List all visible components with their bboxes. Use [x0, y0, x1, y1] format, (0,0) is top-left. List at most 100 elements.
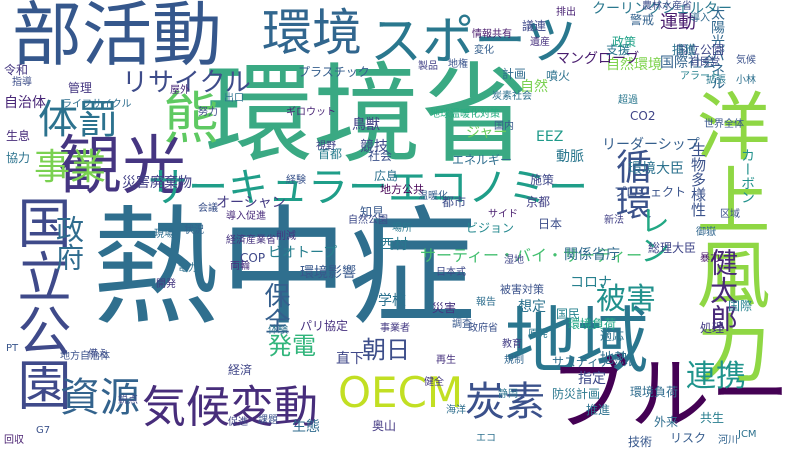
word-cloud-term: G7	[36, 425, 51, 436]
word-cloud-term: 拡張	[706, 75, 726, 86]
word-cloud-term: 導入	[690, 13, 710, 24]
word-cloud-term: 世界全体	[704, 119, 744, 130]
word-cloud-term: 暴力	[700, 253, 720, 264]
word-cloud-term: 教育	[502, 339, 522, 350]
word-cloud-term: 地方公共	[380, 183, 424, 196]
word-cloud-term: サーティー・バイ・サーティー	[420, 246, 643, 265]
word-cloud-term: オーシャン	[216, 195, 286, 211]
word-cloud-term: 地方自治体	[60, 351, 110, 362]
word-cloud-term: 西村	[380, 237, 408, 253]
word-cloud-term: 遺産	[530, 37, 550, 48]
word-cloud-term: 想定	[518, 299, 546, 315]
word-cloud-term: 課題	[258, 415, 278, 426]
word-cloud-term: 関係省庁	[564, 247, 620, 263]
word-cloud-term: クーリングシェルター	[592, 1, 732, 17]
word-cloud-term: 処理	[700, 321, 725, 335]
word-cloud-term: サーキュラーエコノミー	[148, 165, 588, 211]
word-cloud-term: 国立公園	[676, 43, 725, 57]
word-cloud-term: マングローブ	[556, 51, 640, 67]
word-cloud-term: 生態	[292, 419, 320, 435]
word-cloud-term: 地域	[505, 299, 650, 383]
word-cloud-term: 努力	[198, 107, 218, 118]
word-cloud-term: 削減	[276, 231, 296, 242]
word-cloud-term: 熊	[163, 87, 219, 152]
word-cloud-term: 鋭点	[118, 395, 138, 406]
word-cloud-term: 環境影響	[300, 265, 356, 281]
word-cloud-term: 規制	[504, 355, 524, 366]
word-cloud-term: 適応	[600, 329, 625, 343]
word-cloud-term: ジャー	[466, 125, 508, 141]
word-cloud-term: 会議	[198, 203, 218, 214]
word-cloud-term: 農林水産省	[642, 1, 692, 12]
word-cloud-term: 保全	[260, 282, 290, 334]
word-cloud-term: リスク	[670, 431, 707, 445]
word-cloud-term: 首都	[318, 147, 343, 161]
word-cloud-term: 指定	[578, 371, 606, 387]
word-cloud-term: 観光	[58, 130, 186, 204]
word-cloud-term: 場所	[392, 223, 412, 234]
word-cloud-term: 生息	[6, 129, 31, 143]
word-cloud-term: 太陽光パネル	[709, 6, 725, 90]
word-cloud-term: 情報共有	[472, 29, 512, 40]
word-cloud-term: 炭素社会	[492, 91, 532, 102]
word-cloud-term: 競技	[360, 139, 388, 155]
word-cloud-term: 日本式	[436, 267, 466, 278]
word-cloud-term: 炭素	[465, 379, 545, 425]
word-cloud-term: アラート	[680, 71, 720, 82]
word-cloud-term: 連携	[686, 359, 746, 394]
word-cloud-term: 地熱	[600, 351, 628, 367]
word-cloud-term: CO2	[630, 109, 656, 123]
word-cloud-term: 熱中症	[92, 194, 477, 343]
word-cloud-term: 自民党	[690, 57, 720, 68]
word-cloud-term: 国内	[494, 121, 514, 132]
word-cloud-term: エネルギー	[452, 153, 513, 167]
word-cloud-term: 自治体	[4, 95, 46, 111]
word-cloud-term: 捕獲	[672, 43, 697, 57]
word-cloud-term: 京都	[526, 195, 551, 209]
word-cloud-term: 政府省	[468, 323, 498, 334]
word-cloud-term: サスティナブル	[552, 355, 636, 369]
word-cloud-term: ブルー	[550, 348, 790, 441]
word-cloud-term: 生物多様性	[689, 142, 707, 217]
word-cloud-term: 変化	[474, 45, 494, 56]
word-cloud-term: 導入促進	[226, 211, 266, 222]
word-cloud-term: 環境省	[205, 53, 530, 178]
word-cloud-term: 御嶽	[696, 227, 716, 238]
word-cloud-term: 循環	[610, 148, 651, 220]
word-cloud-term: ビジョン	[466, 221, 515, 235]
word-cloud-term: 奥山	[372, 419, 397, 433]
word-cloud-term: 運動	[660, 12, 696, 33]
word-cloud-term: 災害廃棄物	[122, 175, 192, 191]
word-cloud-term: 経済	[228, 363, 253, 377]
word-cloud-term: 朝日	[362, 336, 410, 364]
word-cloud-term: 警戒	[630, 13, 655, 27]
word-cloud-term: 学校	[378, 293, 406, 309]
word-cloud-term: 自然環境	[606, 57, 662, 73]
word-cloud-term: 自然公園	[348, 215, 388, 226]
word-cloud-term: 屋外	[170, 85, 190, 96]
word-cloud-term: 健太郎	[706, 248, 739, 332]
word-cloud-term: 備え	[88, 349, 108, 360]
word-cloud-term: 自然	[520, 79, 548, 95]
word-cloud-term: 国際	[728, 299, 753, 313]
word-cloud-term: 環境負荷	[630, 385, 679, 399]
word-cloud-term: 総理大臣	[648, 241, 697, 255]
word-cloud-term: 事業	[34, 147, 107, 188]
word-cloud-term: 体験	[268, 325, 288, 336]
word-cloud-term: 推進	[586, 403, 611, 417]
word-cloud-term: OECM	[338, 368, 464, 417]
word-cloud-term: 両輪	[230, 261, 250, 272]
word-cloud-term: 区域	[720, 209, 740, 220]
word-cloud-term: ビオトープ	[268, 245, 338, 261]
word-cloud-term: 外来	[654, 415, 679, 429]
word-cloud-term: 環境大臣	[628, 161, 684, 177]
word-cloud-term: レン	[634, 205, 669, 265]
word-cloud-term: 報告	[476, 297, 496, 308]
word-cloud-term: 気候変動	[142, 382, 318, 433]
word-cloud-term: 議連	[522, 19, 547, 33]
word-cloud-term: 社会	[368, 149, 393, 163]
word-cloud-term: 防災計画	[552, 387, 601, 401]
word-cloud-term: 共生	[700, 411, 725, 425]
word-cloud-term: 超過	[618, 95, 638, 106]
